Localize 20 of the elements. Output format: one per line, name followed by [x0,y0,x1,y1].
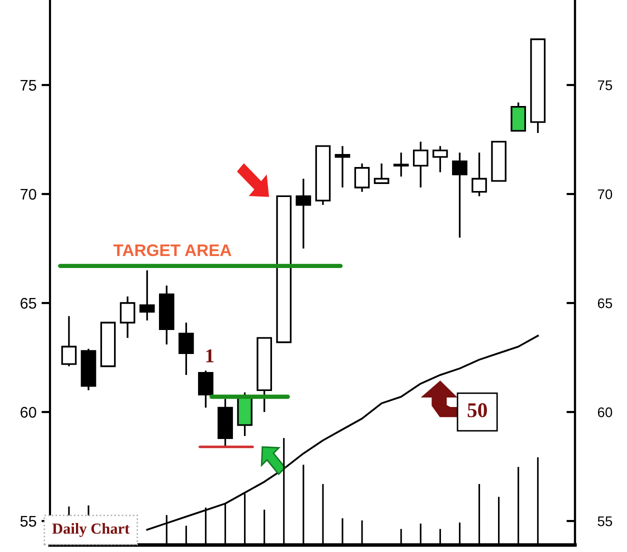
annotation: 1 [206,349,214,362]
candlestick [178,322,194,376]
y-tick-label: 55 [20,516,36,527]
candlestick [354,162,370,193]
candlestick [393,152,409,178]
y2-tick-label: 60 [598,407,612,418]
y2-tick-label: 55 [598,516,612,526]
y-tick-label: 65 [20,298,36,309]
candlestick [296,178,312,250]
y2-tick-label: 75 [598,80,612,90]
candlestick [120,296,136,339]
y2-tick-label: 70 [598,189,612,200]
y-tick-label: 75 [20,80,36,91]
ref-line-label: TARGET AREA [113,244,232,256]
candlestick [334,145,350,188]
y-tick-label: 60 [20,406,36,418]
y2-tick-label: 65 [598,298,612,308]
annotation: Daily Chart [52,523,130,537]
annotation: 50 [468,403,487,418]
y-tick-label: 70 [20,188,36,200]
